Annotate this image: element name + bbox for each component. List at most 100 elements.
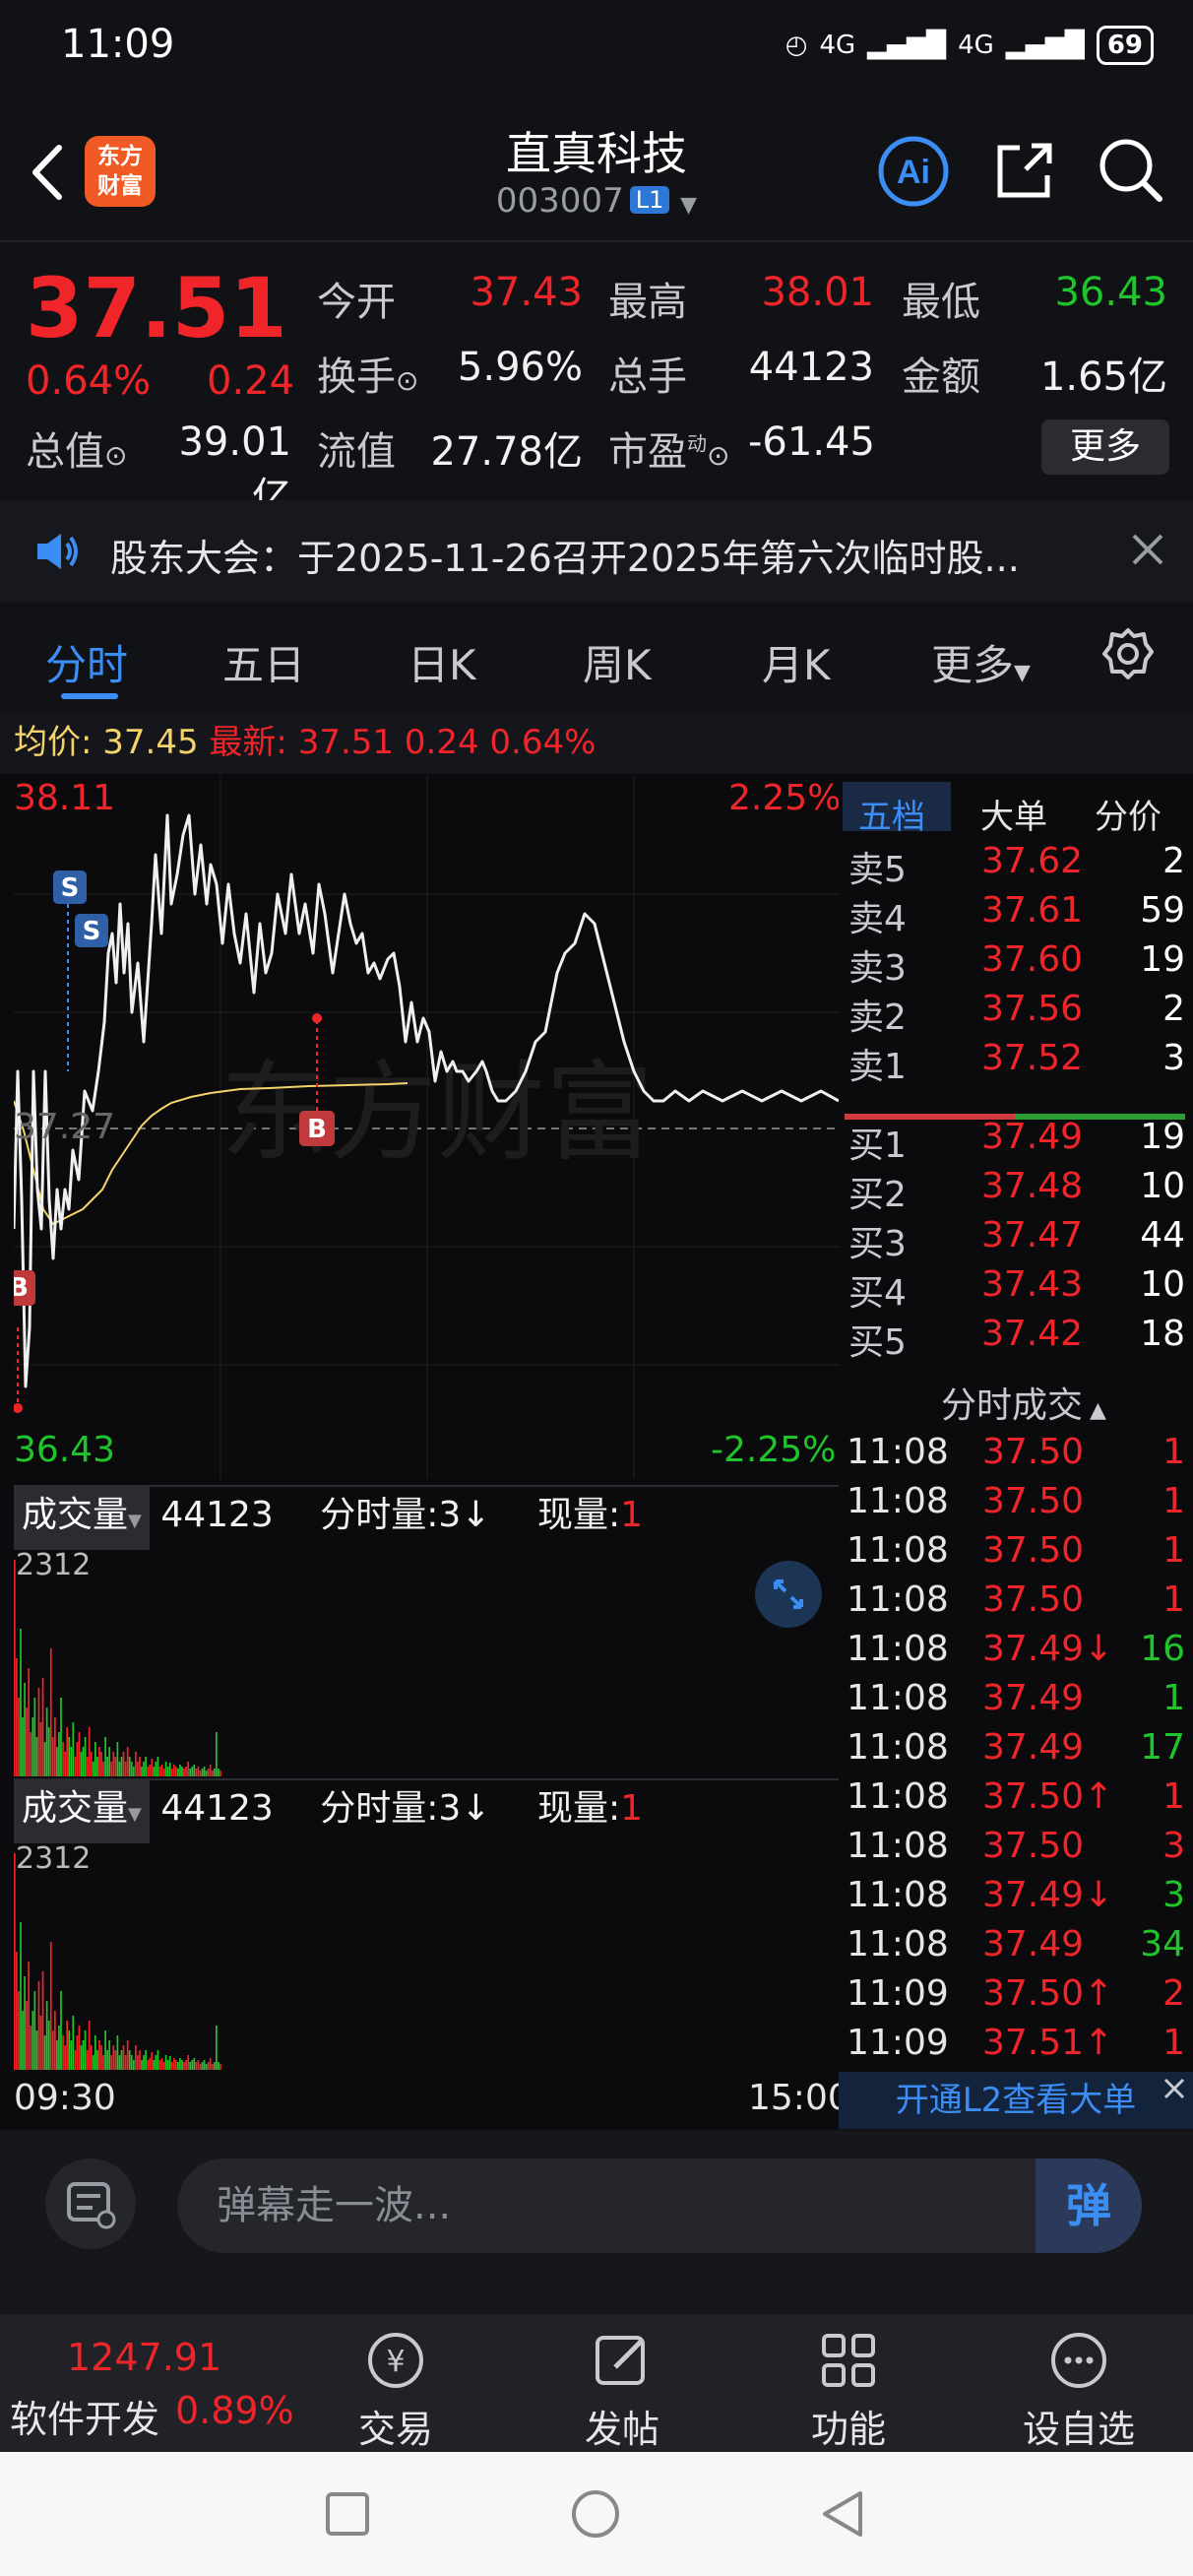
- volume-bar: [94, 1742, 96, 1776]
- home-icon[interactable]: [569, 2487, 622, 2541]
- tab-big-orders[interactable]: 大单: [980, 798, 1047, 837]
- nav-add-watchlist[interactable]: 设自选: [980, 2314, 1177, 2452]
- logo-text-2: 财富: [97, 173, 143, 199]
- volume-bar: [120, 1757, 123, 1776]
- volume-indicator-select[interactable]: 成交量▼: [14, 1780, 150, 1843]
- ask-row[interactable]: 卖5 37.62 2: [839, 841, 1193, 890]
- volume-bar: [177, 1769, 179, 1776]
- trade-quantity: 17: [1140, 1727, 1185, 1768]
- volume-bar: [72, 1722, 75, 1776]
- sector-index[interactable]: 1247.91 软件开发 0.89%: [0, 2314, 294, 2452]
- volume-bar: [177, 2062, 179, 2070]
- tab-price-distribution[interactable]: 分价: [1095, 798, 1162, 837]
- volume-bar: [110, 2055, 113, 2070]
- sell-marker[interactable]: [75, 914, 108, 947]
- volume-bar: [149, 1765, 152, 1776]
- back-nav-icon[interactable]: [817, 2487, 866, 2541]
- back-icon[interactable]: [20, 138, 79, 207]
- chart-bottom-price: 36.43: [14, 1430, 116, 1470]
- bid-row[interactable]: 买3 37.47 44: [839, 1215, 1193, 1264]
- close-icon[interactable]: [1158, 2072, 1191, 2105]
- ask-row[interactable]: 卖2 37.56 2: [839, 989, 1193, 1038]
- tab-weekly-k[interactable]: 周K: [583, 641, 652, 689]
- logo-text-1: 东方: [97, 144, 143, 169]
- l2-upgrade-banner[interactable]: 开通L2查看大单: [839, 2072, 1193, 2129]
- volume-tag-label: 成交量: [22, 1495, 129, 1535]
- announcement-bar[interactable]: 股东大会：于2025-11-26召开2025年第六次临时股...: [0, 500, 1193, 603]
- volume-bar: [193, 1765, 196, 1776]
- volume-bar: [64, 2045, 66, 2070]
- ask-row[interactable]: 卖4 37.61 59: [839, 890, 1193, 939]
- status-clock: 11:09: [61, 22, 175, 67]
- ask-row[interactable]: 卖3 37.60 19: [839, 939, 1193, 989]
- volume-bar: [90, 2045, 93, 2070]
- bottom-nav: 1247.91 软件开发 0.89% ¥ 交易 发帖 功能 设自选: [0, 2314, 1193, 2452]
- ask-level-label: 卖3: [848, 948, 907, 989]
- gear-icon[interactable]: [1100, 626, 1156, 681]
- volume-bar: [86, 2050, 89, 2070]
- ai-assistant-icon[interactable]: Ai: [876, 134, 951, 209]
- sector-index-name: 软件开发: [10, 2398, 160, 2441]
- nav-post[interactable]: 发帖: [524, 2314, 721, 2452]
- tab-monthly-k[interactable]: 月K: [762, 641, 831, 689]
- trade-time: 11:08: [847, 1924, 949, 1964]
- volume-bar: [51, 2030, 54, 2070]
- nav-trade[interactable]: ¥ 交易: [297, 2314, 494, 2452]
- volume-bar: [126, 1747, 129, 1776]
- bid-row[interactable]: 买1 37.49 19: [839, 1117, 1193, 1166]
- volume-bar: [179, 2058, 181, 2070]
- quote-summary: 37.51 0.64% 0.24 今开 37.43 最高 38.01 最低 36…: [0, 240, 1193, 520]
- nav-functions[interactable]: 功能: [750, 2314, 947, 2452]
- bid-level-label: 买1: [848, 1126, 907, 1166]
- volume-bar: [78, 1732, 81, 1776]
- tab-more[interactable]: 更多▼: [931, 632, 1031, 692]
- ask-row[interactable]: 卖1 37.52 3: [839, 1038, 1193, 1087]
- trade-row: 11:08 37.49 17: [839, 1727, 1193, 1776]
- share-icon[interactable]: [990, 136, 1059, 205]
- info-icon[interactable]: ⊙: [396, 364, 419, 397]
- tab-daily-k[interactable]: 日K: [408, 641, 476, 689]
- bid-row[interactable]: 买2 37.48 10: [839, 1166, 1193, 1215]
- tab-intraday[interactable]: 分时: [45, 641, 129, 689]
- volume-bar: [54, 1717, 56, 1776]
- bid-row[interactable]: 买5 37.42 18: [839, 1314, 1193, 1363]
- volume-value: 44123: [748, 345, 874, 390]
- volume-bar: [128, 2050, 131, 2070]
- buy-marker[interactable]: [14, 1270, 35, 1306]
- volume-bar: [175, 2060, 177, 2070]
- bid-quantity: 44: [1140, 1215, 1185, 1256]
- volume-bar: [218, 1769, 220, 1776]
- announcement-text[interactable]: 股东大会：于2025-11-26召开2025年第六次临时股...: [110, 537, 1020, 580]
- volume-bar: [199, 2064, 202, 2070]
- buy-marker[interactable]: [299, 1111, 335, 1146]
- bid-price: 37.42: [981, 1314, 1084, 1354]
- danmu-toggle-icon[interactable]: [45, 2158, 136, 2249]
- stock-code-row[interactable]: 003007 L1 ▼: [0, 181, 1193, 221]
- volume-indicator-select[interactable]: 成交量▼: [14, 1487, 150, 1550]
- info-icon[interactable]: ⊙: [104, 439, 128, 472]
- trades-title[interactable]: 分时成交 ▲: [839, 1377, 1193, 1426]
- danmu-send-button[interactable]: 弹: [1036, 2158, 1142, 2253]
- search-icon[interactable]: [1095, 134, 1165, 205]
- high-label: 最高: [608, 280, 687, 325]
- volume-bar: [122, 2045, 125, 2070]
- volume-bar: [112, 1752, 115, 1776]
- bid-price: 37.47: [981, 1215, 1084, 1256]
- tab-five-day[interactable]: 五日: [222, 641, 306, 689]
- volume-bar: [22, 1717, 24, 1776]
- tab-five-levels[interactable]: 五档: [858, 798, 925, 837]
- volume-bar: [37, 1688, 40, 1776]
- volume-bar: [45, 2001, 48, 2070]
- intraday-price-chart[interactable]: 东方财富 S S B B: [14, 776, 839, 1479]
- bid-row[interactable]: 买4 37.43 10: [839, 1264, 1193, 1314]
- sell-marker[interactable]: [53, 870, 87, 904]
- trade-price: 37.49↓: [982, 1875, 1114, 1915]
- expand-icon[interactable]: [754, 1560, 823, 1629]
- current-volume-label: 现量:: [536, 1495, 621, 1535]
- more-button[interactable]: 更多: [1041, 419, 1169, 475]
- info-icon[interactable]: ⊙: [707, 439, 730, 472]
- close-icon[interactable]: [1126, 528, 1169, 571]
- danmu-input[interactable]: 弹幕走一波...: [177, 2158, 1142, 2253]
- volume-bar: [24, 1683, 26, 1776]
- recents-icon[interactable]: [323, 2489, 372, 2539]
